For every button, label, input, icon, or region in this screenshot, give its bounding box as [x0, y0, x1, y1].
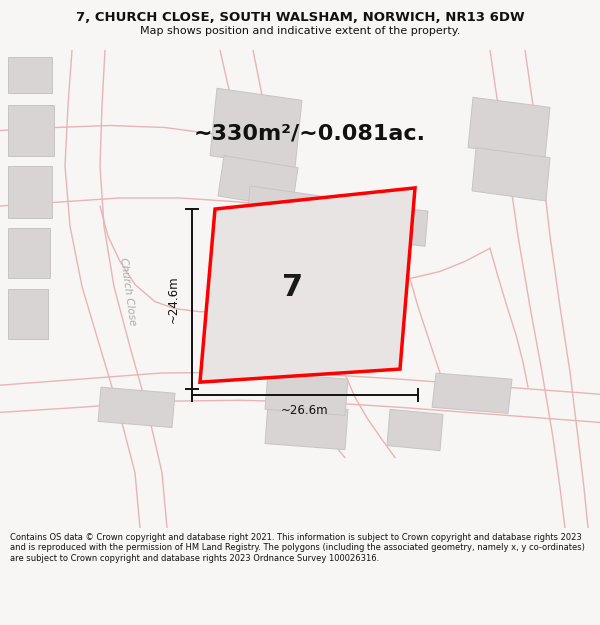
Polygon shape	[218, 156, 298, 208]
Polygon shape	[245, 186, 320, 256]
Text: Church Close: Church Close	[118, 257, 138, 326]
Polygon shape	[8, 57, 52, 93]
Polygon shape	[370, 251, 408, 286]
Text: 7, CHURCH CLOSE, SOUTH WALSHAM, NORWICH, NR13 6DW: 7, CHURCH CLOSE, SOUTH WALSHAM, NORWICH,…	[76, 11, 524, 24]
Polygon shape	[200, 188, 415, 382]
Polygon shape	[380, 206, 428, 246]
Polygon shape	[98, 388, 175, 428]
Text: ~26.6m: ~26.6m	[281, 404, 329, 418]
Text: 7: 7	[282, 272, 303, 301]
Polygon shape	[8, 228, 50, 279]
Text: ~24.6m: ~24.6m	[167, 276, 180, 323]
Polygon shape	[8, 289, 48, 339]
Polygon shape	[432, 373, 512, 413]
Text: Map shows position and indicative extent of the property.: Map shows position and indicative extent…	[140, 26, 460, 36]
Text: Contains OS data © Crown copyright and database right 2021. This information is : Contains OS data © Crown copyright and d…	[10, 533, 585, 562]
Polygon shape	[210, 88, 302, 168]
Polygon shape	[468, 98, 550, 158]
Polygon shape	[265, 373, 348, 416]
Polygon shape	[8, 106, 54, 156]
Polygon shape	[387, 409, 443, 451]
Polygon shape	[265, 403, 348, 449]
Polygon shape	[472, 148, 550, 201]
Text: ~330m²/~0.081ac.: ~330m²/~0.081ac.	[194, 124, 426, 144]
Polygon shape	[8, 166, 52, 218]
